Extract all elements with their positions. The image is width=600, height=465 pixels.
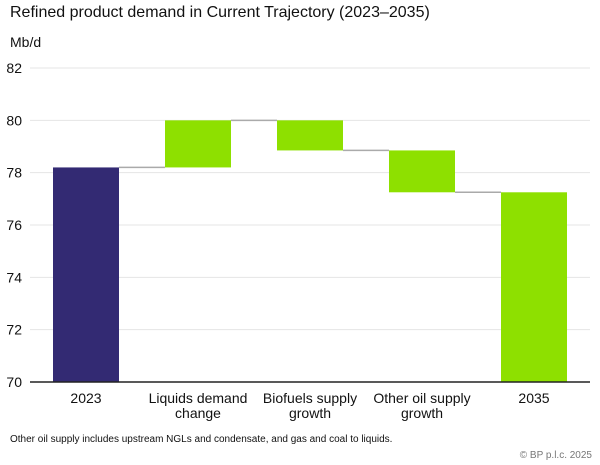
x-category-label-3: Biofuels supply growth bbox=[263, 390, 357, 421]
y-tick-label-82: 82 bbox=[6, 60, 22, 76]
bar-biofuels-supply-growth bbox=[277, 120, 343, 151]
x-category-label-4: Other oil supply growth bbox=[373, 390, 470, 421]
copyright-notice: © BP p.l.c. 2025 bbox=[519, 450, 592, 461]
x-category-label-5: 2035 bbox=[518, 390, 549, 406]
y-tick-label-80: 80 bbox=[6, 112, 22, 128]
y-tick-label-76: 76 bbox=[6, 217, 22, 233]
y-tick-label-74: 74 bbox=[6, 269, 22, 285]
y-tick-label-78: 78 bbox=[6, 165, 22, 181]
bar-2035 bbox=[501, 192, 567, 382]
footnote: Other oil supply includes upstream NGLs … bbox=[10, 434, 393, 445]
x-category-label-1: 2023 bbox=[70, 390, 101, 406]
y-axis-unit-label: Mb/d bbox=[10, 34, 42, 50]
x-category-label-2: Liquids demand change bbox=[149, 390, 248, 421]
waterfall-chart: 70 72 74 76 78 80 82 2023 Liquids demand change Bi… bbox=[6, 60, 590, 421]
y-tick-label-72: 72 bbox=[6, 322, 22, 338]
bar-2023 bbox=[53, 167, 119, 382]
bar-liquids-demand-change bbox=[165, 120, 231, 168]
gridlines bbox=[30, 67, 590, 331]
bar-other-oil-supply-growth bbox=[389, 150, 455, 193]
axis-labels: 70 72 74 76 78 80 82 2023 Liquids demand change Bi… bbox=[6, 60, 549, 421]
chart-title: Refined product demand in Current Trajec… bbox=[10, 4, 430, 21]
bars bbox=[53, 120, 567, 382]
y-tick-label-70: 70 bbox=[6, 374, 22, 390]
connectors bbox=[119, 119, 501, 194]
